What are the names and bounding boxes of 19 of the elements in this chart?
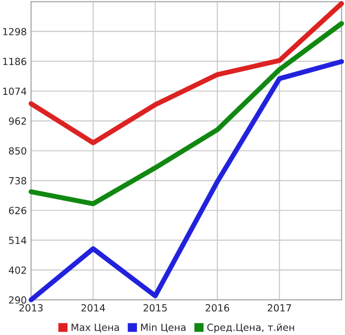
legend-label: Сред.Цена, т.йен bbox=[207, 324, 294, 333]
x-tick-label: 2014 bbox=[81, 304, 105, 312]
y-tick-label: 1074 bbox=[3, 88, 26, 95]
y-tick-label: 514 bbox=[9, 236, 26, 244]
y-tick-label: 1186 bbox=[3, 58, 26, 66]
y-tick-label: 1298 bbox=[3, 28, 26, 36]
x-tick-label: 2017 bbox=[268, 304, 291, 312]
legend-label: Min Цена bbox=[141, 323, 186, 332]
x-tick-label: 2016 bbox=[206, 304, 230, 312]
x-tick-label: 2015 bbox=[144, 304, 167, 312]
x-tick-label: 2013 bbox=[19, 304, 43, 312]
legend-label: Max Цена bbox=[72, 324, 119, 332]
y-tick-label: 626 bbox=[9, 206, 26, 214]
y-tick-label: 738 bbox=[9, 177, 26, 184]
line-series bbox=[28, 21, 344, 206]
y-tick-label: 402 bbox=[8, 266, 26, 274]
y-tick-label: 290 bbox=[9, 296, 26, 304]
y-tick-label: 850 bbox=[8, 147, 26, 155]
y-tick-label: 962 bbox=[8, 117, 26, 125]
